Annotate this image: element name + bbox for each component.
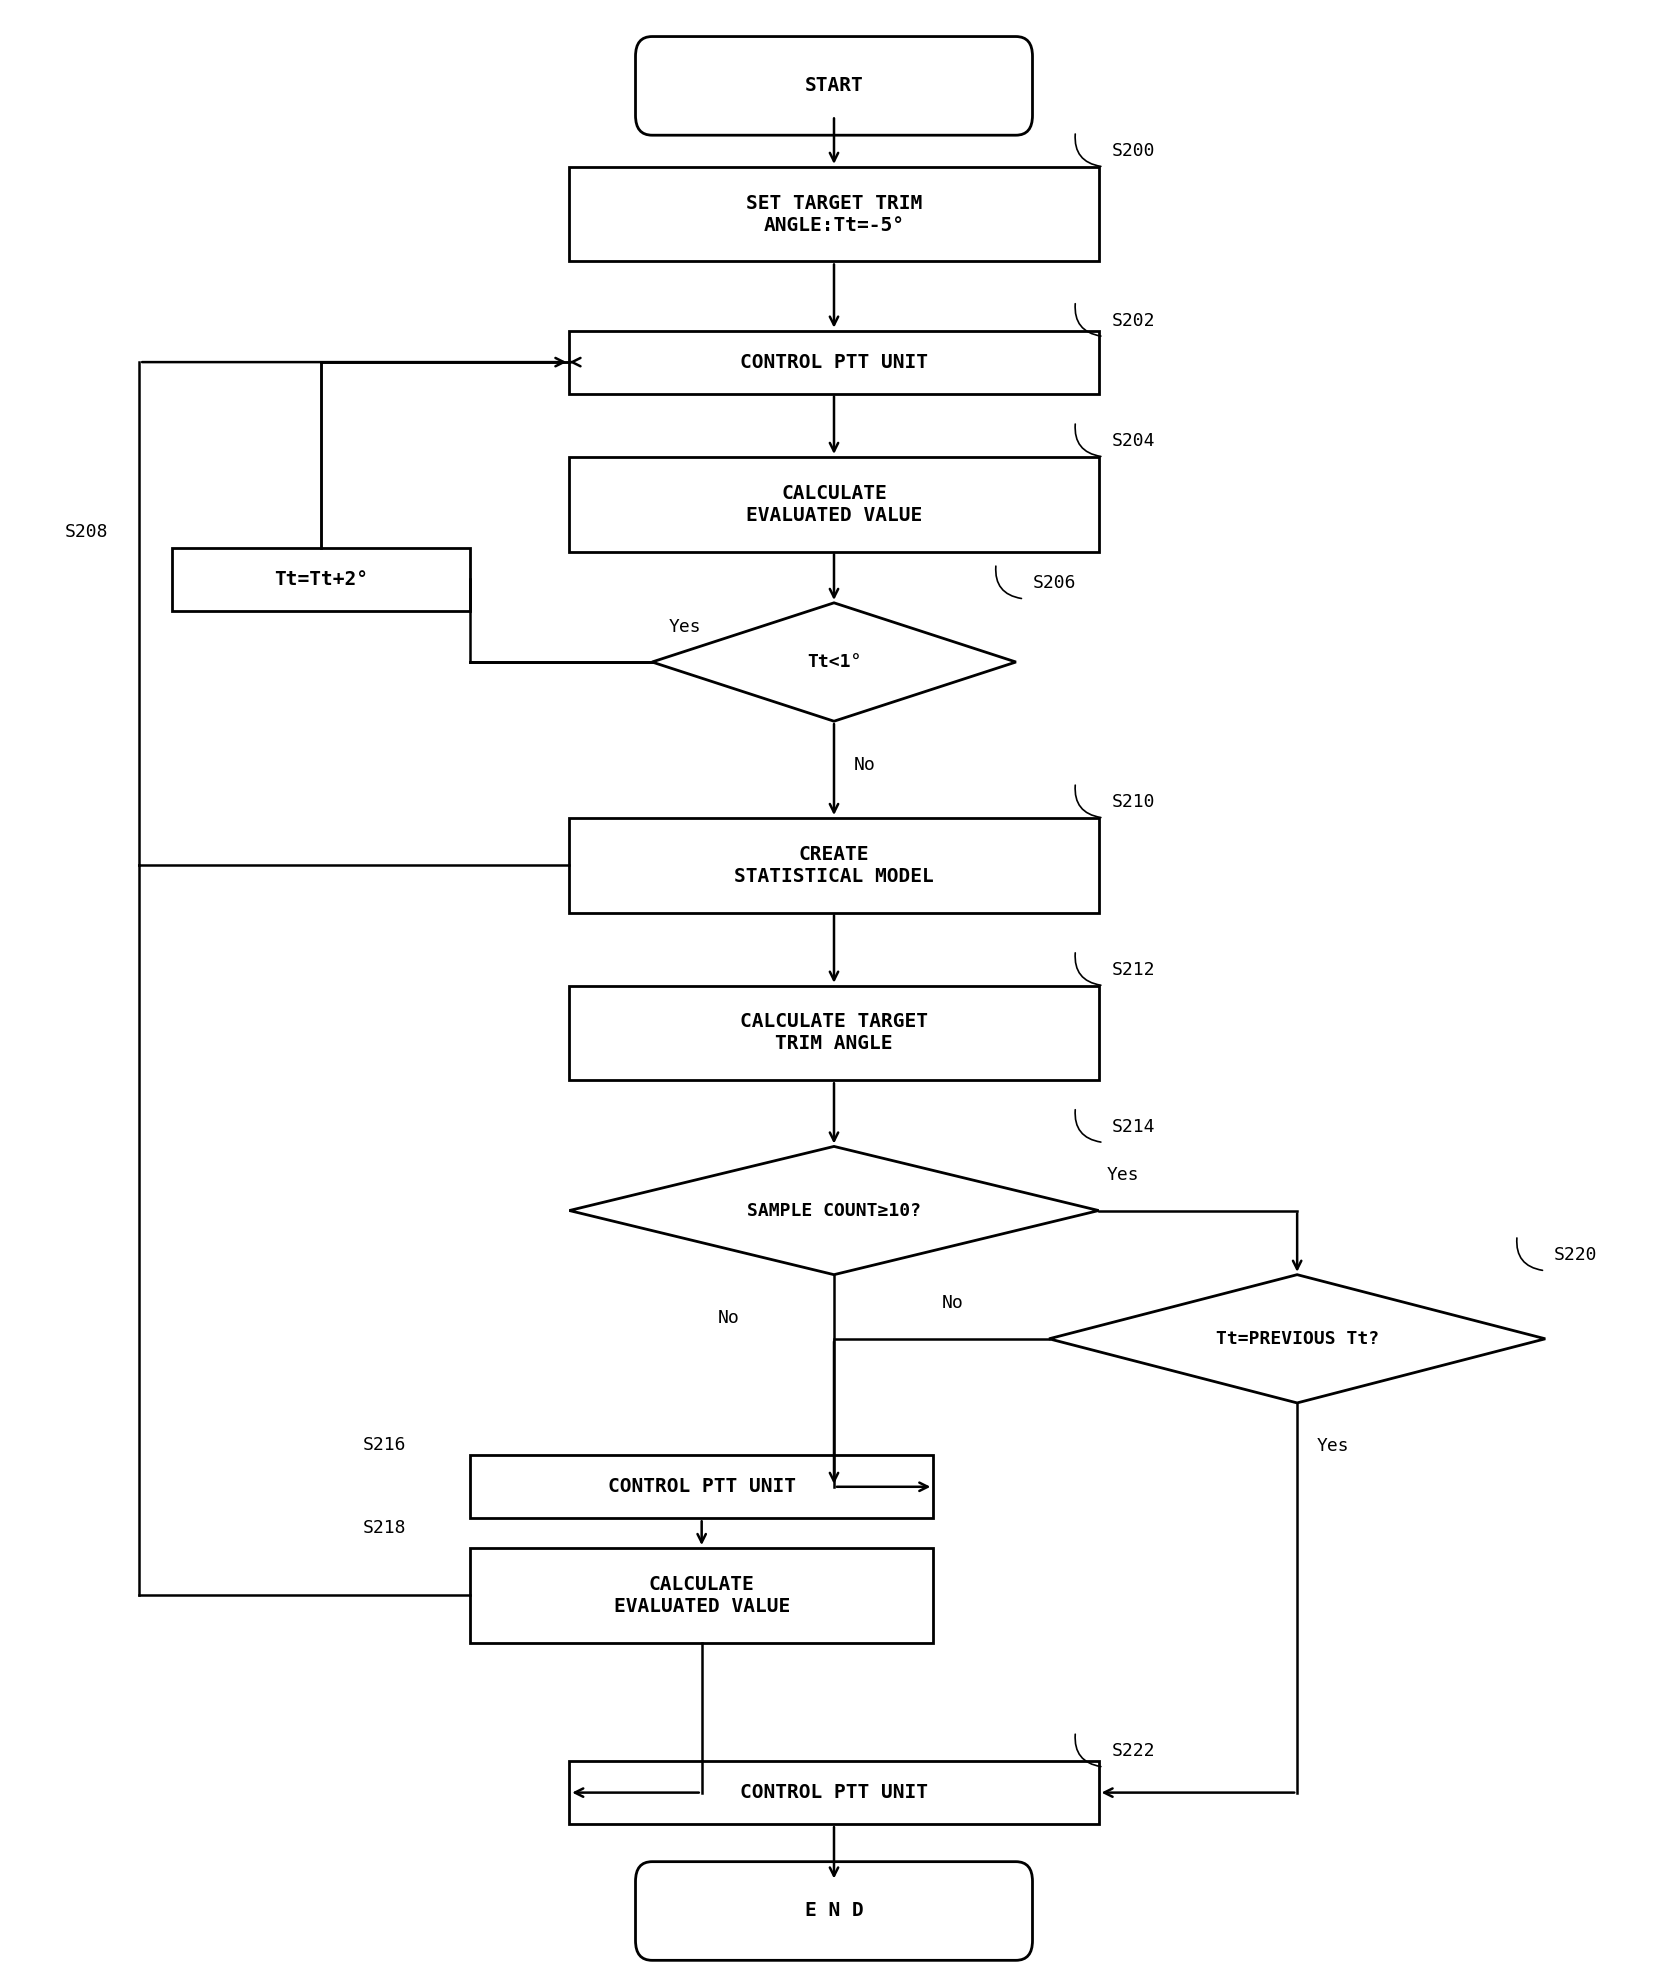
Bar <box>569 330 1099 393</box>
Text: S222: S222 <box>1113 1743 1156 1760</box>
Text: CREATE
STATISTICAL MODEL: CREATE STATISTICAL MODEL <box>734 844 934 886</box>
FancyBboxPatch shape <box>636 1862 1032 1961</box>
Text: No: No <box>941 1294 962 1311</box>
Text: S204: S204 <box>1113 431 1156 449</box>
Text: S210: S210 <box>1113 793 1156 811</box>
Text: S208: S208 <box>65 523 108 540</box>
Text: S218: S218 <box>362 1520 405 1538</box>
Text: CALCULATE TARGET
TRIM ANGLE: CALCULATE TARGET TRIM ANGLE <box>741 1013 927 1053</box>
Text: CALCULATE
EVALUATED VALUE: CALCULATE EVALUATED VALUE <box>614 1576 789 1615</box>
FancyArrowPatch shape <box>1076 304 1101 336</box>
FancyArrowPatch shape <box>1516 1238 1543 1270</box>
Text: START: START <box>804 76 864 95</box>
FancyArrowPatch shape <box>1076 785 1101 817</box>
Text: Tt<1°: Tt<1° <box>807 654 861 672</box>
Text: S202: S202 <box>1113 312 1156 330</box>
FancyArrowPatch shape <box>1076 954 1101 986</box>
FancyArrowPatch shape <box>1076 133 1101 167</box>
Text: S214: S214 <box>1113 1117 1156 1137</box>
Text: CONTROL PTT UNIT: CONTROL PTT UNIT <box>741 352 927 372</box>
Bar <box>470 1454 934 1518</box>
Bar <box>569 986 1099 1081</box>
Text: CONTROL PTT UNIT: CONTROL PTT UNIT <box>607 1476 796 1496</box>
FancyArrowPatch shape <box>996 566 1021 598</box>
Text: Yes: Yes <box>1108 1166 1139 1184</box>
Text: S206: S206 <box>1032 574 1076 592</box>
Text: No: No <box>719 1309 741 1327</box>
Text: Tt=PREVIOUS Tt?: Tt=PREVIOUS Tt? <box>1216 1329 1379 1347</box>
Text: No: No <box>854 755 876 773</box>
Text: S220: S220 <box>1553 1246 1596 1264</box>
Bar <box>569 167 1099 262</box>
FancyArrowPatch shape <box>1076 1735 1101 1766</box>
Text: CONTROL PTT UNIT: CONTROL PTT UNIT <box>741 1782 927 1802</box>
Polygon shape <box>1049 1276 1545 1403</box>
Polygon shape <box>652 602 1016 721</box>
Text: Yes: Yes <box>1318 1437 1349 1454</box>
Text: S212: S212 <box>1113 962 1156 980</box>
Text: SAMPLE COUNT≥10?: SAMPLE COUNT≥10? <box>747 1202 921 1220</box>
FancyBboxPatch shape <box>636 36 1032 135</box>
Text: Tt=Tt+2°: Tt=Tt+2° <box>274 570 369 588</box>
Text: Yes: Yes <box>669 618 701 636</box>
Text: S200: S200 <box>1113 141 1156 161</box>
Polygon shape <box>569 1146 1099 1276</box>
Text: CALCULATE
EVALUATED VALUE: CALCULATE EVALUATED VALUE <box>746 483 922 525</box>
Bar <box>569 1760 1099 1824</box>
FancyArrowPatch shape <box>1076 1109 1101 1143</box>
Text: SET TARGET TRIM
ANGLE:Tt=-5°: SET TARGET TRIM ANGLE:Tt=-5° <box>746 193 922 234</box>
Text: E N D: E N D <box>804 1902 864 1921</box>
Text: S216: S216 <box>362 1437 405 1454</box>
Bar <box>569 457 1099 552</box>
Bar <box>470 1548 934 1643</box>
Bar <box>172 548 470 610</box>
Bar <box>569 819 1099 912</box>
FancyArrowPatch shape <box>1076 423 1101 457</box>
